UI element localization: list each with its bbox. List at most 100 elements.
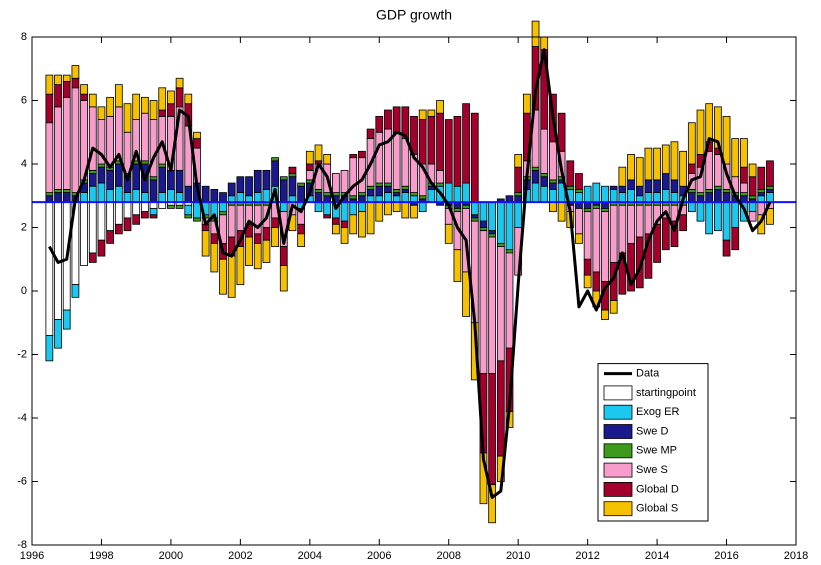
bar-segment — [661, 188, 670, 203]
bar-segment — [696, 201, 705, 222]
bar-segment — [757, 192, 766, 197]
bar-segment — [219, 211, 227, 216]
bar-segment — [670, 179, 679, 193]
bar-segment — [340, 169, 349, 193]
bar-segment — [236, 246, 245, 286]
bar-segment — [566, 185, 575, 190]
bar-segment — [540, 128, 549, 174]
bar-segment — [627, 204, 635, 244]
bar-segment — [331, 223, 340, 235]
bar-segment — [97, 201, 106, 241]
bar-segment — [201, 185, 210, 203]
bar-segment — [149, 119, 158, 178]
legend-swatch — [603, 481, 633, 497]
bar-segment — [705, 103, 714, 143]
bar-segment — [627, 179, 635, 190]
bar-segment — [71, 77, 80, 89]
bar-segment — [149, 176, 158, 181]
bar-segment — [549, 188, 557, 203]
bar-segment — [687, 122, 696, 165]
bar-segment — [132, 188, 141, 203]
bar-segment — [97, 106, 106, 120]
bar-segment — [740, 166, 748, 184]
x-tick-label: 2002 — [228, 550, 252, 562]
bar-segment — [62, 81, 71, 98]
bar-segment — [331, 173, 340, 193]
bar-segment — [167, 188, 175, 203]
bar-segment — [470, 214, 479, 219]
bar-segment — [305, 169, 314, 181]
bar-segment — [193, 201, 201, 219]
bar-segment — [279, 176, 288, 181]
bar-segment — [514, 201, 523, 228]
bar-segment — [45, 74, 54, 95]
bar-segment — [505, 201, 514, 251]
y-tick-label: -8 — [17, 539, 27, 551]
bar-segment — [766, 208, 774, 225]
bar-segment — [340, 201, 349, 222]
bar-segment — [635, 185, 644, 197]
bar-segment — [687, 188, 696, 193]
bar-segment — [713, 106, 722, 149]
bar-segment — [331, 217, 340, 225]
bar-segment — [80, 84, 88, 95]
bar-segment — [80, 192, 88, 203]
bar-segment — [418, 109, 427, 120]
bar-segment — [54, 188, 62, 193]
bar-segment — [392, 201, 401, 213]
bar-segment — [401, 185, 410, 190]
bar-segment — [210, 233, 219, 244]
bar-segment — [496, 201, 505, 244]
bar-segment — [245, 176, 253, 197]
bar-segment — [575, 233, 583, 244]
bar-segment — [470, 217, 479, 222]
bar-segment — [488, 201, 497, 232]
bar-segment — [62, 192, 71, 203]
bar-segment — [583, 258, 592, 276]
bar-segment — [88, 252, 97, 263]
bar-segment — [470, 112, 479, 203]
bar-segment — [731, 138, 740, 178]
bar-segment — [97, 166, 106, 184]
bar-segment — [140, 201, 149, 213]
bar-segment — [288, 166, 297, 174]
bar-segment — [592, 208, 601, 273]
bar-segment — [140, 211, 149, 219]
bar-segment — [97, 163, 106, 168]
bar-segment — [158, 115, 167, 165]
bar-segment — [679, 150, 688, 187]
y-tick-label: -4 — [17, 412, 27, 424]
bar-segment — [583, 185, 592, 203]
y-tick-label: -2 — [17, 348, 27, 360]
bar-segment — [705, 188, 714, 193]
bar-segment — [375, 201, 384, 222]
bar-segment — [45, 201, 54, 336]
bar-segment — [54, 192, 62, 203]
legend-label: Data — [636, 368, 660, 380]
bar-segment — [436, 169, 444, 184]
bar-segment — [253, 242, 262, 270]
bar-segment — [71, 284, 80, 298]
bar-segment — [705, 150, 714, 190]
legend-swatch — [603, 404, 633, 420]
bar-segment — [392, 131, 401, 190]
bar-segment — [349, 195, 358, 200]
bar-segment — [644, 192, 653, 203]
bar-segment — [366, 185, 375, 190]
bar-segment — [88, 201, 97, 254]
bar-segment — [705, 192, 714, 203]
bar-segment — [358, 192, 366, 197]
bar-segment — [45, 122, 54, 193]
bar-segment — [305, 163, 314, 171]
bar-segment — [722, 201, 731, 241]
bar-segment — [271, 160, 279, 187]
bar-segment — [158, 166, 167, 193]
bar-segment — [184, 214, 193, 219]
bar-segment — [766, 188, 774, 193]
bar-segment — [314, 192, 323, 203]
bar-segment — [158, 192, 167, 203]
bar-segment — [297, 182, 306, 187]
bar-segment — [575, 188, 583, 193]
bar-segment — [661, 173, 670, 190]
bar-segment — [45, 93, 54, 124]
